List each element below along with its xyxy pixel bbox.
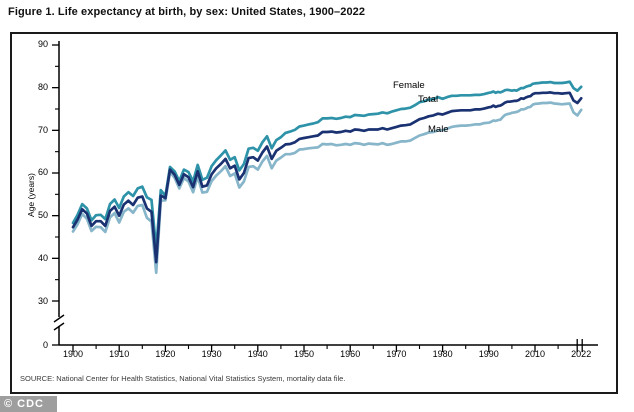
y-tick-label: 60 [37,167,48,178]
x-tick-label: 1900 [62,349,84,359]
chart-frame [10,32,618,394]
x-tick-label: 1930 [201,349,222,359]
x-tick-label: 1990 [478,349,499,359]
series-label-total: Total [418,94,439,105]
y-tick-label: 90 [37,39,48,50]
y-tick-label: 30 [37,295,48,306]
series-label-female: Female [393,80,425,91]
y-axis-break-mark [53,322,65,331]
y-tick-label: 70 [37,124,48,135]
x-tick-label: 1950 [293,349,315,359]
cdc-watermark: © CDC [0,396,57,412]
y-tick-label: 80 [37,82,48,93]
x-tick-label: 1920 [155,349,176,359]
x-tick-label: 1970 [386,349,407,359]
x-tick-label: 2022 [571,349,592,359]
y-axis-break-mark [53,314,65,323]
cdc-watermark-text: © CDC [4,398,44,410]
source-note: SOURCE: National Center for Health Stati… [20,374,346,383]
y-tick-label: 0 [42,339,48,350]
figure-title: Figure 1. Life expectancy at birth, by s… [8,6,366,18]
series-line-female [71,80,583,251]
x-tick-label: 1960 [340,349,361,359]
series-label-male: Male [428,124,449,135]
x-tick-label: 1980 [432,349,453,359]
y-tick-label: 40 [37,252,48,263]
y-tick-label: 50 [37,210,48,221]
series-line-male [71,101,583,275]
x-tick-label: 1910 [109,349,130,359]
x-tick-label: 1940 [247,349,268,359]
x-tick-label: 2010 [524,349,546,359]
series-line-total [71,91,583,264]
